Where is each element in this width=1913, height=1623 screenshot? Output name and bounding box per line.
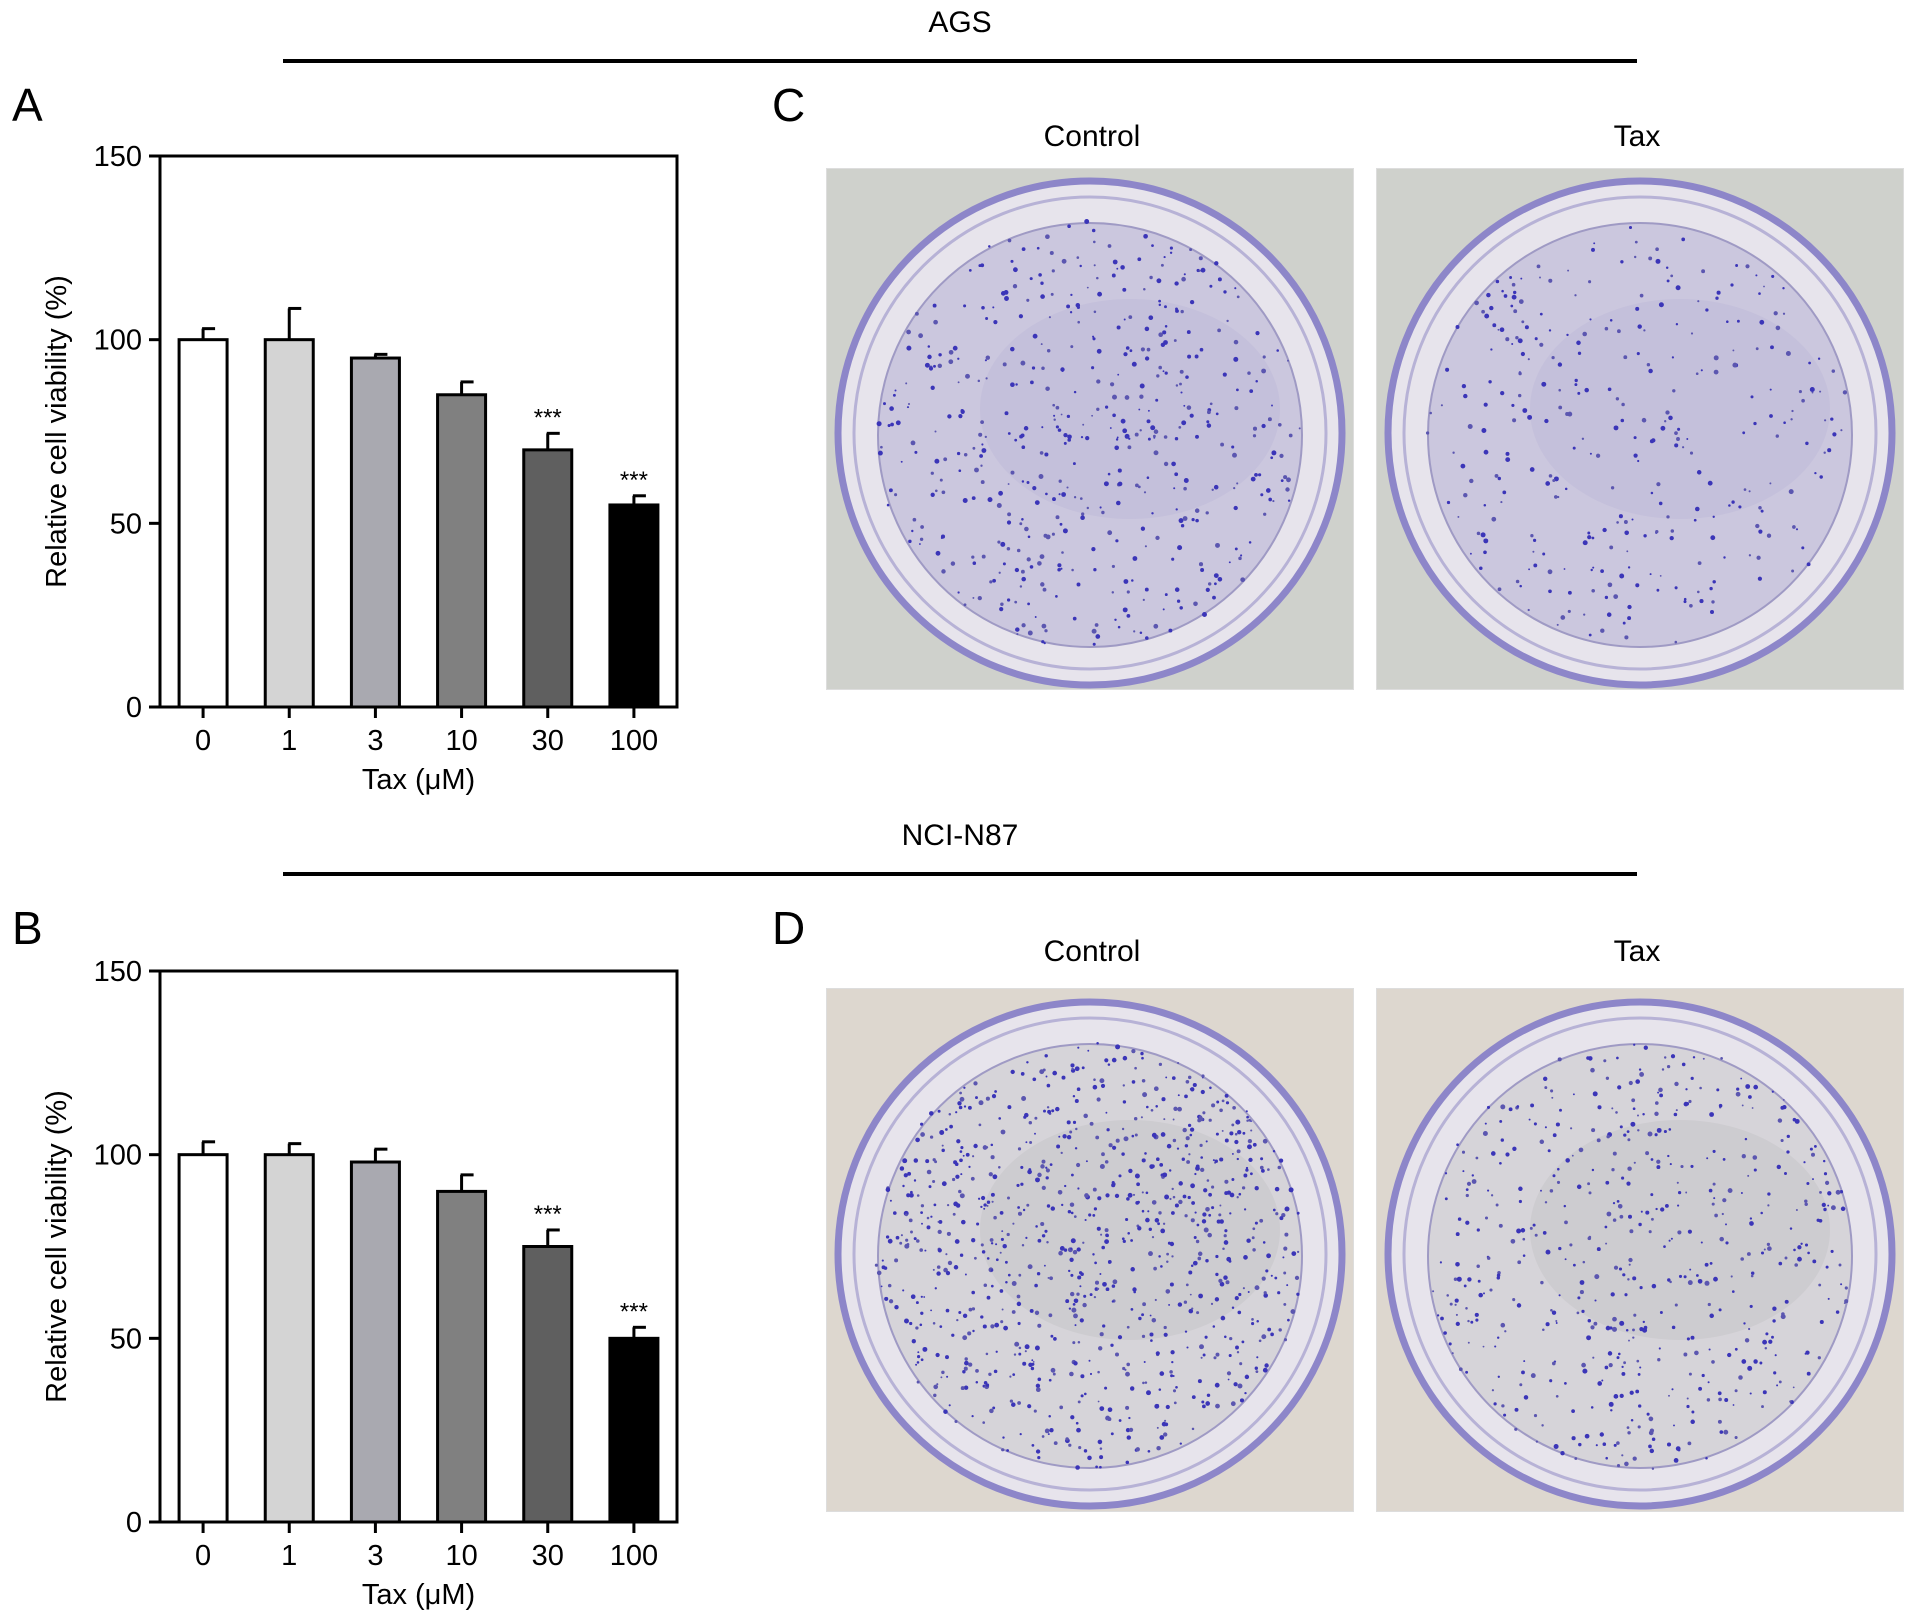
panel-letter-d: D xyxy=(772,902,806,954)
bar xyxy=(436,1189,488,1524)
y-tick-label: 50 xyxy=(110,508,142,540)
group-rule-nci-n87 xyxy=(283,872,1637,876)
bar xyxy=(263,338,315,709)
significance-label: *** xyxy=(534,1201,562,1228)
group-title-ags: AGS xyxy=(928,6,992,39)
y-tick-label: 150 xyxy=(94,141,142,173)
photo-label-control-d: Control xyxy=(1043,935,1141,968)
significance-label: *** xyxy=(620,1298,648,1325)
panel-letter-a: A xyxy=(12,79,43,131)
group-rule-ags xyxy=(283,59,1637,63)
x-tick-label: 0 xyxy=(195,1540,211,1572)
x-tick-label: 100 xyxy=(610,1540,658,1572)
panel-letter-b: B xyxy=(12,902,43,954)
x-tick-label: 1 xyxy=(281,1540,297,1572)
y-tick-label: 100 xyxy=(94,325,142,357)
bar xyxy=(522,1245,574,1524)
x-axis-label: Tax (μM) xyxy=(362,1579,475,1611)
bar xyxy=(608,1336,660,1524)
x-tick-label: 100 xyxy=(610,725,658,757)
bar xyxy=(177,1153,229,1524)
y-tick-label: 50 xyxy=(110,1323,142,1355)
x-tick-label: 10 xyxy=(445,1540,477,1572)
bar-chart-a: Relative cell viability (%) Tax (μM) 0 50… xyxy=(41,141,679,796)
y-tick-label: 0 xyxy=(126,692,142,724)
bar xyxy=(349,356,401,709)
bar-chart-b: Relative cell viability (%) Tax (μM) 0 50… xyxy=(41,956,679,1611)
x-tick-label: 3 xyxy=(367,725,383,757)
x-tick-label: 3 xyxy=(367,1540,383,1572)
bar xyxy=(436,393,488,709)
y-axis-label: Relative cell viability (%) xyxy=(41,1090,73,1403)
plot-frame xyxy=(158,969,679,1524)
x-tick-label: 0 xyxy=(195,725,211,757)
colony-dish-photo-c-control xyxy=(826,168,1354,690)
colony-dish-photo-d-tax xyxy=(1376,988,1904,1512)
x-tick-label: 1 xyxy=(281,725,297,757)
colony-dish-photo-d-control xyxy=(826,988,1354,1512)
plot-frame xyxy=(158,154,679,709)
photo-label-tax-c: Tax xyxy=(1613,120,1661,153)
y-tick-label: 100 xyxy=(94,1140,142,1172)
y-axis-label: Relative cell viability (%) xyxy=(41,275,73,588)
x-tick-label: 30 xyxy=(532,1540,564,1572)
bar xyxy=(263,1153,315,1524)
significance-label: *** xyxy=(534,404,562,431)
y-tick-label: 150 xyxy=(94,956,142,988)
bar xyxy=(177,338,229,709)
panel-letter-c: C xyxy=(772,79,806,131)
bar xyxy=(608,503,660,709)
x-axis-label: Tax (μM) xyxy=(362,764,475,796)
colony-dish-photo-c-tax xyxy=(1376,168,1904,690)
x-tick-label: 30 xyxy=(532,725,564,757)
group-title-nci-n87: NCI-N87 xyxy=(901,819,1019,852)
bar xyxy=(349,1160,401,1524)
x-tick-label: 10 xyxy=(445,725,477,757)
photo-label-tax-d: Tax xyxy=(1613,935,1661,968)
significance-label: *** xyxy=(620,467,648,494)
bar xyxy=(522,448,574,709)
photo-label-control-c: Control xyxy=(1043,120,1141,153)
y-tick-label: 0 xyxy=(126,1507,142,1539)
